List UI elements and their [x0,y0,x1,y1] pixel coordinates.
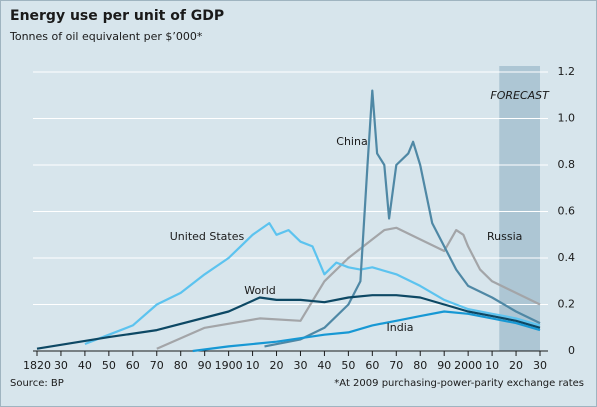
x-tick-label: 80 [413,359,427,372]
x-tick-label: 2000 [454,359,482,372]
x-tick-label: 1820 [23,359,51,372]
x-tick-label: 80 [174,359,188,372]
x-tick-label: 20 [509,359,523,372]
x-tick-label: 40 [317,359,331,372]
x-tick-label: 20 [270,359,284,372]
series-label: India [387,321,414,334]
x-tick-label: 10 [485,359,499,372]
series-line [156,226,541,350]
forecast-band [499,66,540,351]
series-line [36,294,541,350]
y-tick-label: 0.6 [558,205,576,218]
series-line [192,310,541,353]
x-tick-label: 40 [78,359,92,372]
footnote: *At 2009 purchasing-power-parity exchang… [334,378,584,389]
chart-title: Energy use per unit of GDP [10,8,224,24]
source: Source: BP [10,378,64,389]
y-tick-label: 0.4 [558,251,576,264]
x-tick-label: 10 [246,359,260,372]
chart-subtitle: Tonnes of oil equivalent per $’000* [9,30,203,43]
x-tick-label: 1900 [215,359,243,372]
x-tick-label: 30 [293,359,307,372]
x-tick-label: 60 [365,359,379,372]
y-tick-label: 1.0 [558,112,576,125]
x-tick-label: 70 [389,359,403,372]
x-tick-label: 90 [437,359,451,372]
x-tick-label: 70 [150,359,164,372]
x-tick-label: 50 [102,359,116,372]
series-label: United States [170,230,245,243]
series-line [84,222,541,346]
y-tick-label: 1.2 [558,65,576,78]
forecast-label: FORECAST [490,89,550,102]
x-tick-label: 60 [126,359,140,372]
y-tick-label: 0 [568,344,575,357]
y-tick-label: 0.8 [558,158,576,171]
x-tick-label: 50 [341,359,355,372]
series-label: Russia [487,230,522,243]
x-tick-label: 90 [198,359,212,372]
y-tick-label: 0.2 [558,298,576,311]
series-label: China [336,135,367,148]
x-tick-label: 30 [533,359,547,372]
x-tick-label: 30 [54,359,68,372]
series-label: World [244,284,276,297]
